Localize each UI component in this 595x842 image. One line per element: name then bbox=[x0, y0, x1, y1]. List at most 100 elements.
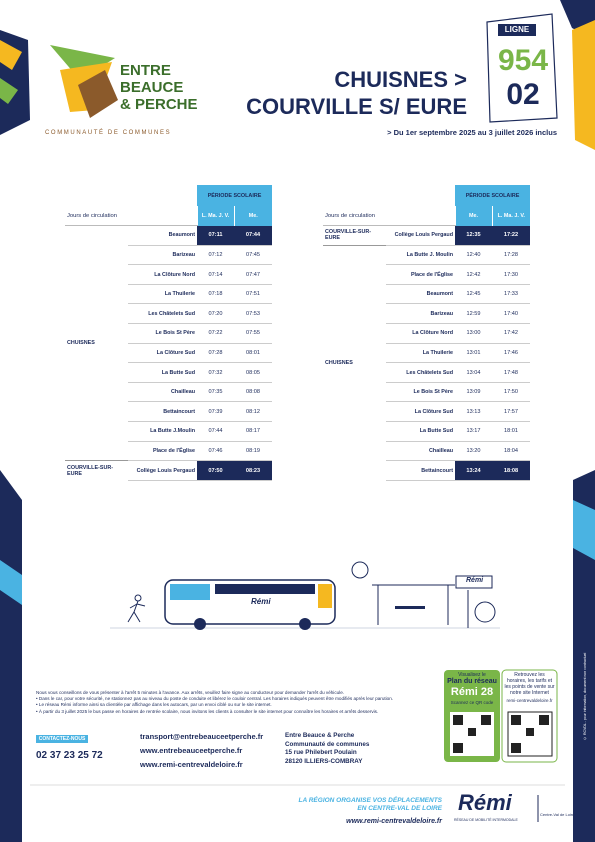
qr-caption: Scannez ce QR code bbox=[450, 700, 494, 705]
time: 07:45 bbox=[234, 245, 272, 266]
address-line: 28120 ILLIERS-COMBRAY bbox=[285, 757, 363, 765]
time: 07:44 bbox=[197, 421, 234, 442]
time: 08:08 bbox=[234, 382, 272, 403]
time: 13:04 bbox=[455, 362, 492, 383]
side-note: © RCVDL - pour information, document non… bbox=[583, 652, 587, 740]
stop-row: Barizeau 12:59 17:40 bbox=[323, 303, 530, 325]
stop-name: Barizeau bbox=[128, 245, 197, 266]
deco-right-bottom bbox=[573, 470, 595, 842]
timetable: PÉRIODE SCOLAIRE Jours de circulation L. M… bbox=[65, 185, 272, 481]
address: Entre Beauce & Perche Communauté de commu… bbox=[285, 732, 369, 766]
stop-row: La Clôture Nord 07:14 07:47 bbox=[65, 264, 272, 285]
stop-row: La Butte J.Moulin 07:44 08:17 bbox=[65, 421, 272, 442]
days-label: Jours de circulation bbox=[65, 206, 197, 227]
notes: Nous vous conseillons de vous présenter … bbox=[36, 690, 436, 715]
time: 13:09 bbox=[455, 382, 492, 403]
time: 07:51 bbox=[234, 284, 272, 305]
website: www.entrebeauceetperche.fr bbox=[140, 746, 243, 755]
days-label: Jours de circulation bbox=[323, 206, 455, 227]
time: 13:20 bbox=[455, 441, 492, 462]
time: 17:40 bbox=[492, 303, 530, 325]
stop-name: La Thuilerie bbox=[386, 343, 455, 364]
badge-label-bg bbox=[498, 24, 536, 36]
logo-text: & PERCHE bbox=[120, 96, 198, 113]
time: 07:46 bbox=[197, 441, 234, 462]
time: 12:35 bbox=[455, 225, 492, 246]
person bbox=[127, 600, 146, 623]
time: 08:05 bbox=[234, 362, 272, 383]
stop-row: La Thuilerie 13:01 17:46 bbox=[323, 343, 530, 364]
stop-row: COURVILLE-SUR-EURE Collège Louis Pergaud 0… bbox=[65, 460, 272, 481]
stop-row: La Butte Sud 07:32 08:05 bbox=[65, 362, 272, 383]
stop-row: La Thuilerie 07:18 07:51 bbox=[65, 284, 272, 305]
deco-left-bottom bbox=[0, 470, 22, 842]
stop-row: Chailleau 07:35 08:08 bbox=[65, 382, 272, 403]
slogan: LA RÉGION ORGANISE VOS DÉPLACEMENTS bbox=[298, 797, 443, 804]
commune: CHUISNES bbox=[67, 340, 95, 347]
shelter bbox=[372, 584, 455, 625]
route-from: CHUISNES > bbox=[334, 67, 467, 92]
person bbox=[134, 594, 142, 602]
brand: Rémi bbox=[458, 790, 512, 815]
time: 17:33 bbox=[492, 284, 530, 305]
bus-window bbox=[215, 584, 315, 594]
time: 07:28 bbox=[197, 343, 234, 364]
spacer bbox=[323, 185, 455, 206]
stop-name: Chailleau bbox=[386, 441, 455, 462]
time: 13:24 bbox=[455, 460, 492, 481]
logo-text: BEAUCE bbox=[120, 79, 184, 96]
stop-row: Barizeau 07:12 07:45 bbox=[65, 245, 272, 266]
qr-pattern bbox=[453, 715, 549, 753]
stop-name: Bettaincourt bbox=[128, 401, 197, 423]
line-badge bbox=[486, 13, 558, 123]
stop-row: Chailleau 13:20 18:04 bbox=[323, 441, 530, 462]
note: Nous vous conseillons de vous présenter … bbox=[36, 690, 345, 695]
time: 07:14 bbox=[197, 264, 234, 285]
stop-row: Bettaincourt 13:24 18:08 bbox=[323, 460, 530, 481]
stop-name: Chailleau bbox=[128, 382, 197, 403]
time: 08:17 bbox=[234, 421, 272, 442]
time: 17:46 bbox=[492, 343, 530, 364]
time: 17:42 bbox=[492, 323, 530, 344]
stop-row: Beaumont 12:45 17:33 bbox=[323, 284, 530, 305]
time: 12:42 bbox=[455, 264, 492, 285]
slogan: EN CENTRE-VAL DE LOIRE bbox=[357, 805, 442, 812]
stop-name: Les Châtelets Sud bbox=[386, 362, 455, 383]
time: 07:12 bbox=[197, 245, 234, 266]
spacer bbox=[65, 185, 197, 206]
commune: COURVILLE-SUR-EURE bbox=[65, 460, 128, 481]
line-number: 954 bbox=[497, 44, 549, 77]
header-row: Jours de circulation Me. L. Ma. J. V. bbox=[323, 206, 530, 227]
stop-row: Place de l'Église 12:42 17:30 bbox=[323, 264, 530, 285]
time: 07:32 bbox=[197, 362, 234, 383]
stop-row: Le Bois St Père 07:22 07:55 bbox=[65, 323, 272, 344]
header-row: PÉRIODE SCOLAIRE bbox=[65, 185, 272, 206]
route-to: COURVILLE S/ EURE bbox=[246, 94, 467, 119]
time: 07:55 bbox=[234, 323, 272, 344]
wheel bbox=[299, 618, 311, 630]
time: 12:59 bbox=[455, 303, 492, 325]
stop-row: CHUISNES Beaumont 07:11 07:44 bbox=[65, 225, 272, 346]
stop-name: Les Châtelets Sud bbox=[128, 303, 197, 325]
time: 12:45 bbox=[455, 284, 492, 305]
stop-name: La Thuilerie bbox=[128, 284, 197, 305]
note: • Le réseau Rémi informe ainsi sa client… bbox=[36, 702, 272, 708]
stop-row: Les Châtelets Sud 13:04 17:48 bbox=[323, 362, 530, 383]
footer-website: www.remi-centrevaldeloire.fr bbox=[346, 818, 442, 825]
stop-name: La Butte J.Moulin bbox=[128, 421, 197, 442]
time: 13:00 bbox=[455, 323, 492, 344]
column-header: Me. bbox=[233, 206, 272, 226]
stop-name: Le Bois St Père bbox=[128, 323, 197, 344]
phone: 02 37 23 25 72 bbox=[36, 750, 103, 761]
time: 08:12 bbox=[234, 401, 272, 423]
period: PÉRIODE SCOLAIRE bbox=[197, 185, 272, 206]
stop-row: COURVILLE-SUR-EURE Collège Louis Pergaud 1… bbox=[323, 225, 530, 246]
qr-line: Visualisez le bbox=[458, 672, 486, 678]
stop-name: La Clôture Nord bbox=[386, 323, 455, 344]
commune: COURVILLE-SUR-EURE bbox=[325, 229, 372, 242]
time: 17:22 bbox=[492, 225, 530, 246]
time: 07:39 bbox=[197, 401, 234, 423]
validity: > Du 1er septembre 2025 au 3 juillet 202… bbox=[387, 128, 557, 137]
sign-brand: Rémi bbox=[466, 577, 484, 584]
